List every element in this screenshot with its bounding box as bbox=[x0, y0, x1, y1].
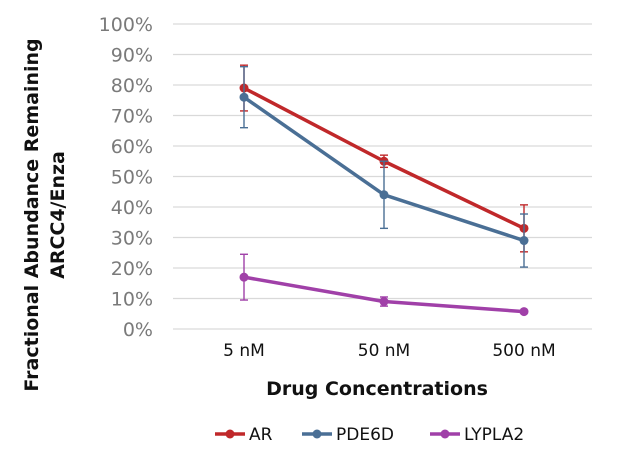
x-axis-label: Drug Concentrations bbox=[266, 378, 488, 400]
data-point bbox=[239, 272, 249, 282]
y-tick-label: 90% bbox=[111, 45, 153, 67]
legend-item-pde6d: PDE6D bbox=[302, 425, 394, 445]
series-pde6d bbox=[239, 65, 529, 268]
legend-label: PDE6D bbox=[336, 425, 394, 445]
data-point bbox=[379, 297, 389, 307]
series-lypla2 bbox=[239, 253, 529, 317]
y-tick-label: 50% bbox=[111, 167, 153, 189]
legend-marker bbox=[225, 429, 235, 439]
y-tick-label: 20% bbox=[111, 258, 153, 280]
data-point bbox=[519, 236, 529, 246]
data-point bbox=[379, 190, 389, 200]
legend-marker bbox=[312, 429, 322, 439]
data-point bbox=[239, 92, 249, 102]
y-tick-label: 70% bbox=[111, 106, 153, 128]
x-tick-label: 5 nM bbox=[223, 341, 265, 361]
y-tick-label: 100% bbox=[99, 14, 153, 36]
legend-item-lypla2: LYPLA2 bbox=[430, 425, 524, 445]
data-point bbox=[519, 307, 529, 317]
x-tick-label: 500 nM bbox=[492, 341, 555, 361]
y-axis-label-line2: ARCC4/Enza bbox=[47, 151, 69, 279]
legend-label: AR bbox=[249, 425, 273, 445]
legend-marker bbox=[440, 429, 450, 439]
y-tick-label: 10% bbox=[111, 289, 153, 311]
y-tick-label: 30% bbox=[111, 228, 153, 250]
legend-item-ar: AR bbox=[215, 425, 273, 445]
legend-label: LYPLA2 bbox=[464, 425, 524, 445]
y-tick-label: 40% bbox=[111, 197, 153, 219]
y-tick-label: 80% bbox=[111, 75, 153, 97]
y-axis-label-line1: Fractional Abundance Remaining bbox=[21, 38, 43, 391]
y-tick-label: 60% bbox=[111, 136, 153, 158]
y-tick-label: 0% bbox=[123, 319, 153, 341]
x-tick-label: 50 nM bbox=[358, 341, 410, 361]
